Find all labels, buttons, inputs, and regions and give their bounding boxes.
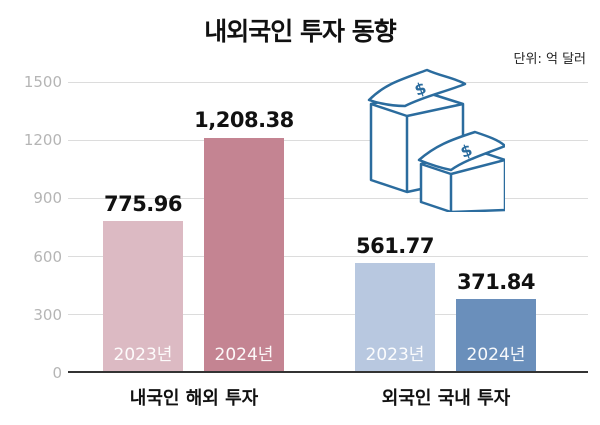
category-label-domestic: 내국인 해외 투자 [129, 388, 259, 409]
y-tick-600: 600 [33, 248, 62, 266]
money-stacks-icon: $ $ [367, 68, 505, 212]
gridline [68, 314, 588, 315]
gridline [68, 256, 588, 257]
gridline [68, 198, 588, 199]
y-tick-1500: 1500 [23, 73, 62, 91]
value-label: 775.96 [103, 192, 183, 216]
bar-year-label: 2023년 [113, 345, 173, 365]
bar-domestic-2024: 2024년 [204, 138, 284, 371]
x-axis [68, 371, 588, 373]
bar-foreign-2023: 2023년 [355, 263, 435, 371]
category-label-foreign: 외국인 국내 투자 [381, 388, 511, 409]
y-tick-300: 300 [33, 306, 62, 324]
chart-title: 내외국인 투자 동향 [204, 17, 396, 46]
value-label: 561.77 [355, 234, 435, 258]
bar-foreign-2024: 2024년 [456, 299, 536, 371]
bar-year-label: 2023년 [365, 345, 425, 365]
value-label: 371.84 [456, 270, 536, 294]
bar-year-label: 2024년 [466, 345, 526, 365]
bar-domestic-2023: 2023년 [103, 221, 183, 371]
bar-year-label: 2024년 [214, 345, 274, 365]
unit-label: 단위: 억 달러 [513, 52, 586, 67]
y-tick-1200: 1200 [23, 131, 62, 149]
y-tick-0: 0 [52, 364, 62, 382]
y-tick-900: 900 [33, 189, 62, 207]
gridline [68, 140, 588, 141]
value-label: 1,208.38 [194, 108, 294, 132]
gridline [68, 82, 588, 83]
